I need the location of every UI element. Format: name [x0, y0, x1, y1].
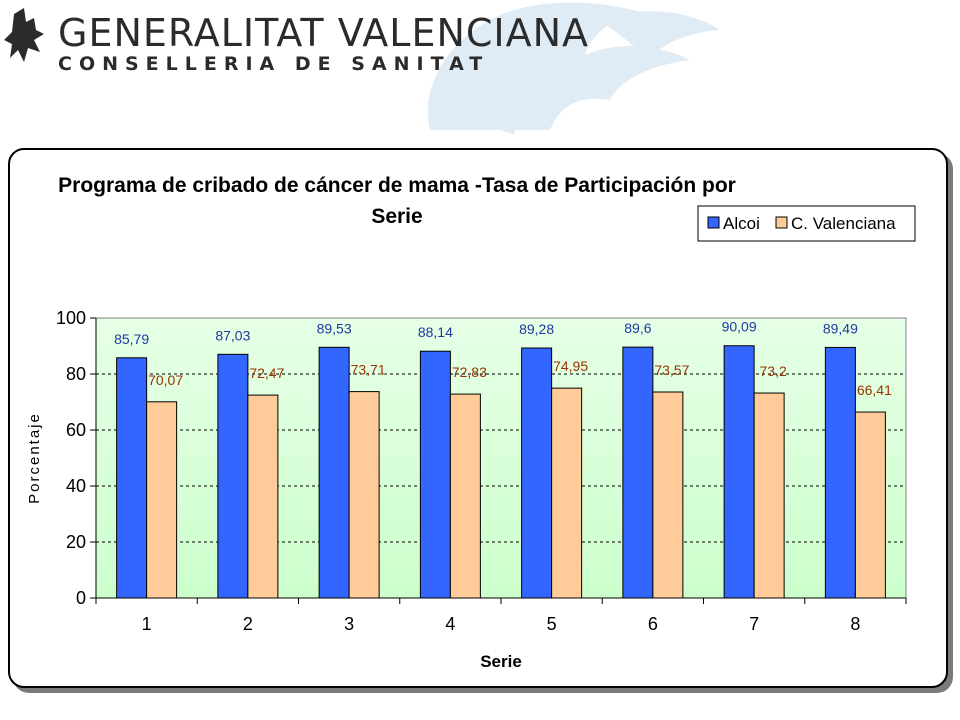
bar-alcoi-3	[318, 346, 350, 599]
data-label-c-valenciana-7: 73,2	[760, 363, 787, 379]
bar-chart: Programa de cribado de cáncer de mama -T…	[26, 174, 916, 671]
header-graphic: GENERALITAT VALENCIANA CONSELLERIA DE SA…	[4, 2, 720, 135]
y-tick-label-100: 100	[56, 308, 86, 328]
data-label-alcoi-5: 89,28	[519, 321, 554, 337]
data-label-alcoi-4: 88,14	[418, 324, 453, 340]
y-tick-label-40: 40	[66, 476, 86, 496]
x-tick-label-4: 4	[445, 614, 455, 634]
y-axis-title: Porcentaje	[26, 412, 43, 504]
y-tick-label-0: 0	[76, 588, 86, 608]
dept-name: CONSELLERIA DE SANITAT	[58, 53, 489, 75]
legend: Alcoi C. Valenciana	[697, 205, 916, 242]
x-tick-label-3: 3	[344, 614, 354, 634]
x-tick-label-5: 5	[547, 614, 557, 634]
winged-crest-watermark-icon	[427, 2, 720, 135]
data-label-c-valenciana-3: 73,71	[351, 362, 386, 378]
page-header: GENERALITAT VALENCIANA CONSELLERIA DE SA…	[0, 0, 960, 140]
bar-alcoi-5	[521, 347, 553, 599]
y-tick-label-60: 60	[66, 420, 86, 440]
bar-alcoi-8	[824, 346, 856, 599]
axes	[90, 317, 907, 604]
data-label-c-valenciana-6: 73,57	[654, 362, 689, 378]
y-tick-labels: 0 20 40 60 80 100	[56, 308, 86, 608]
data-label-alcoi-6: 89,6	[624, 320, 651, 336]
data-label-alcoi-8: 89,49	[823, 320, 858, 336]
x-tick-label-8: 8	[850, 614, 860, 634]
y-tick-label-80: 80	[66, 364, 86, 384]
x-axis-title: Serie	[480, 652, 522, 671]
bat-crest-icon	[4, 8, 44, 62]
bar-alcoi-6	[622, 346, 654, 599]
bar-c-valenciana-8	[854, 411, 886, 599]
x-tick-label-6: 6	[648, 614, 658, 634]
y-tick-label-20: 20	[66, 532, 86, 552]
bar-alcoi-1	[116, 357, 148, 599]
x-tick-label-2: 2	[243, 614, 253, 634]
bar-alcoi-2	[217, 353, 249, 599]
data-label-alcoi-2: 87,03	[215, 327, 250, 343]
data-label-c-valenciana-2: 72,47	[249, 365, 284, 381]
chart-title-line2: Serie	[371, 205, 422, 228]
data-label-c-valenciana-8: 66,41	[857, 382, 892, 398]
bar-alcoi-7	[723, 345, 755, 599]
bar-c-valenciana-3	[348, 391, 380, 599]
data-label-alcoi-3: 89,53	[317, 320, 352, 336]
chart-frame: Programa de cribado de cáncer de mama -T…	[8, 148, 948, 688]
x-tick-labels: 1 2 3 4 5 6 7 8	[142, 614, 861, 634]
bar-c-valenciana-5	[551, 387, 583, 599]
data-label-c-valenciana-1: 70,07	[148, 372, 183, 388]
data-label-c-valenciana-4: 72,83	[452, 364, 487, 380]
data-labels: 85,79 70,07 87,03 72,47 89,53 73,71 88,14 72,83…	[114, 319, 892, 398]
bar-c-valenciana-4	[449, 393, 481, 599]
legend-label-alcoi: Alcoi	[723, 214, 760, 233]
data-label-alcoi-7: 90,09	[722, 319, 757, 335]
legend-swatch-c-valenciana	[775, 216, 788, 229]
legend-swatch-alcoi	[707, 216, 720, 229]
bar-alcoi-4	[419, 350, 451, 599]
x-tick-label-7: 7	[749, 614, 759, 634]
data-label-c-valenciana-5: 74,95	[553, 358, 588, 374]
bar-c-valenciana-7	[753, 392, 785, 599]
legend-box	[697, 205, 916, 242]
x-tick-label-1: 1	[142, 614, 152, 634]
data-label-alcoi-1: 85,79	[114, 331, 149, 347]
org-name: GENERALITAT VALENCIANA	[58, 11, 589, 55]
bar-c-valenciana-6	[652, 391, 684, 599]
bar-c-valenciana-2	[247, 394, 279, 599]
bar-c-valenciana-1	[146, 401, 178, 599]
chart-title-line1: Programa de cribado de cáncer de mama -T…	[58, 174, 736, 197]
legend-label-c-valenciana: C. Valenciana	[791, 214, 896, 233]
bars	[116, 345, 886, 599]
